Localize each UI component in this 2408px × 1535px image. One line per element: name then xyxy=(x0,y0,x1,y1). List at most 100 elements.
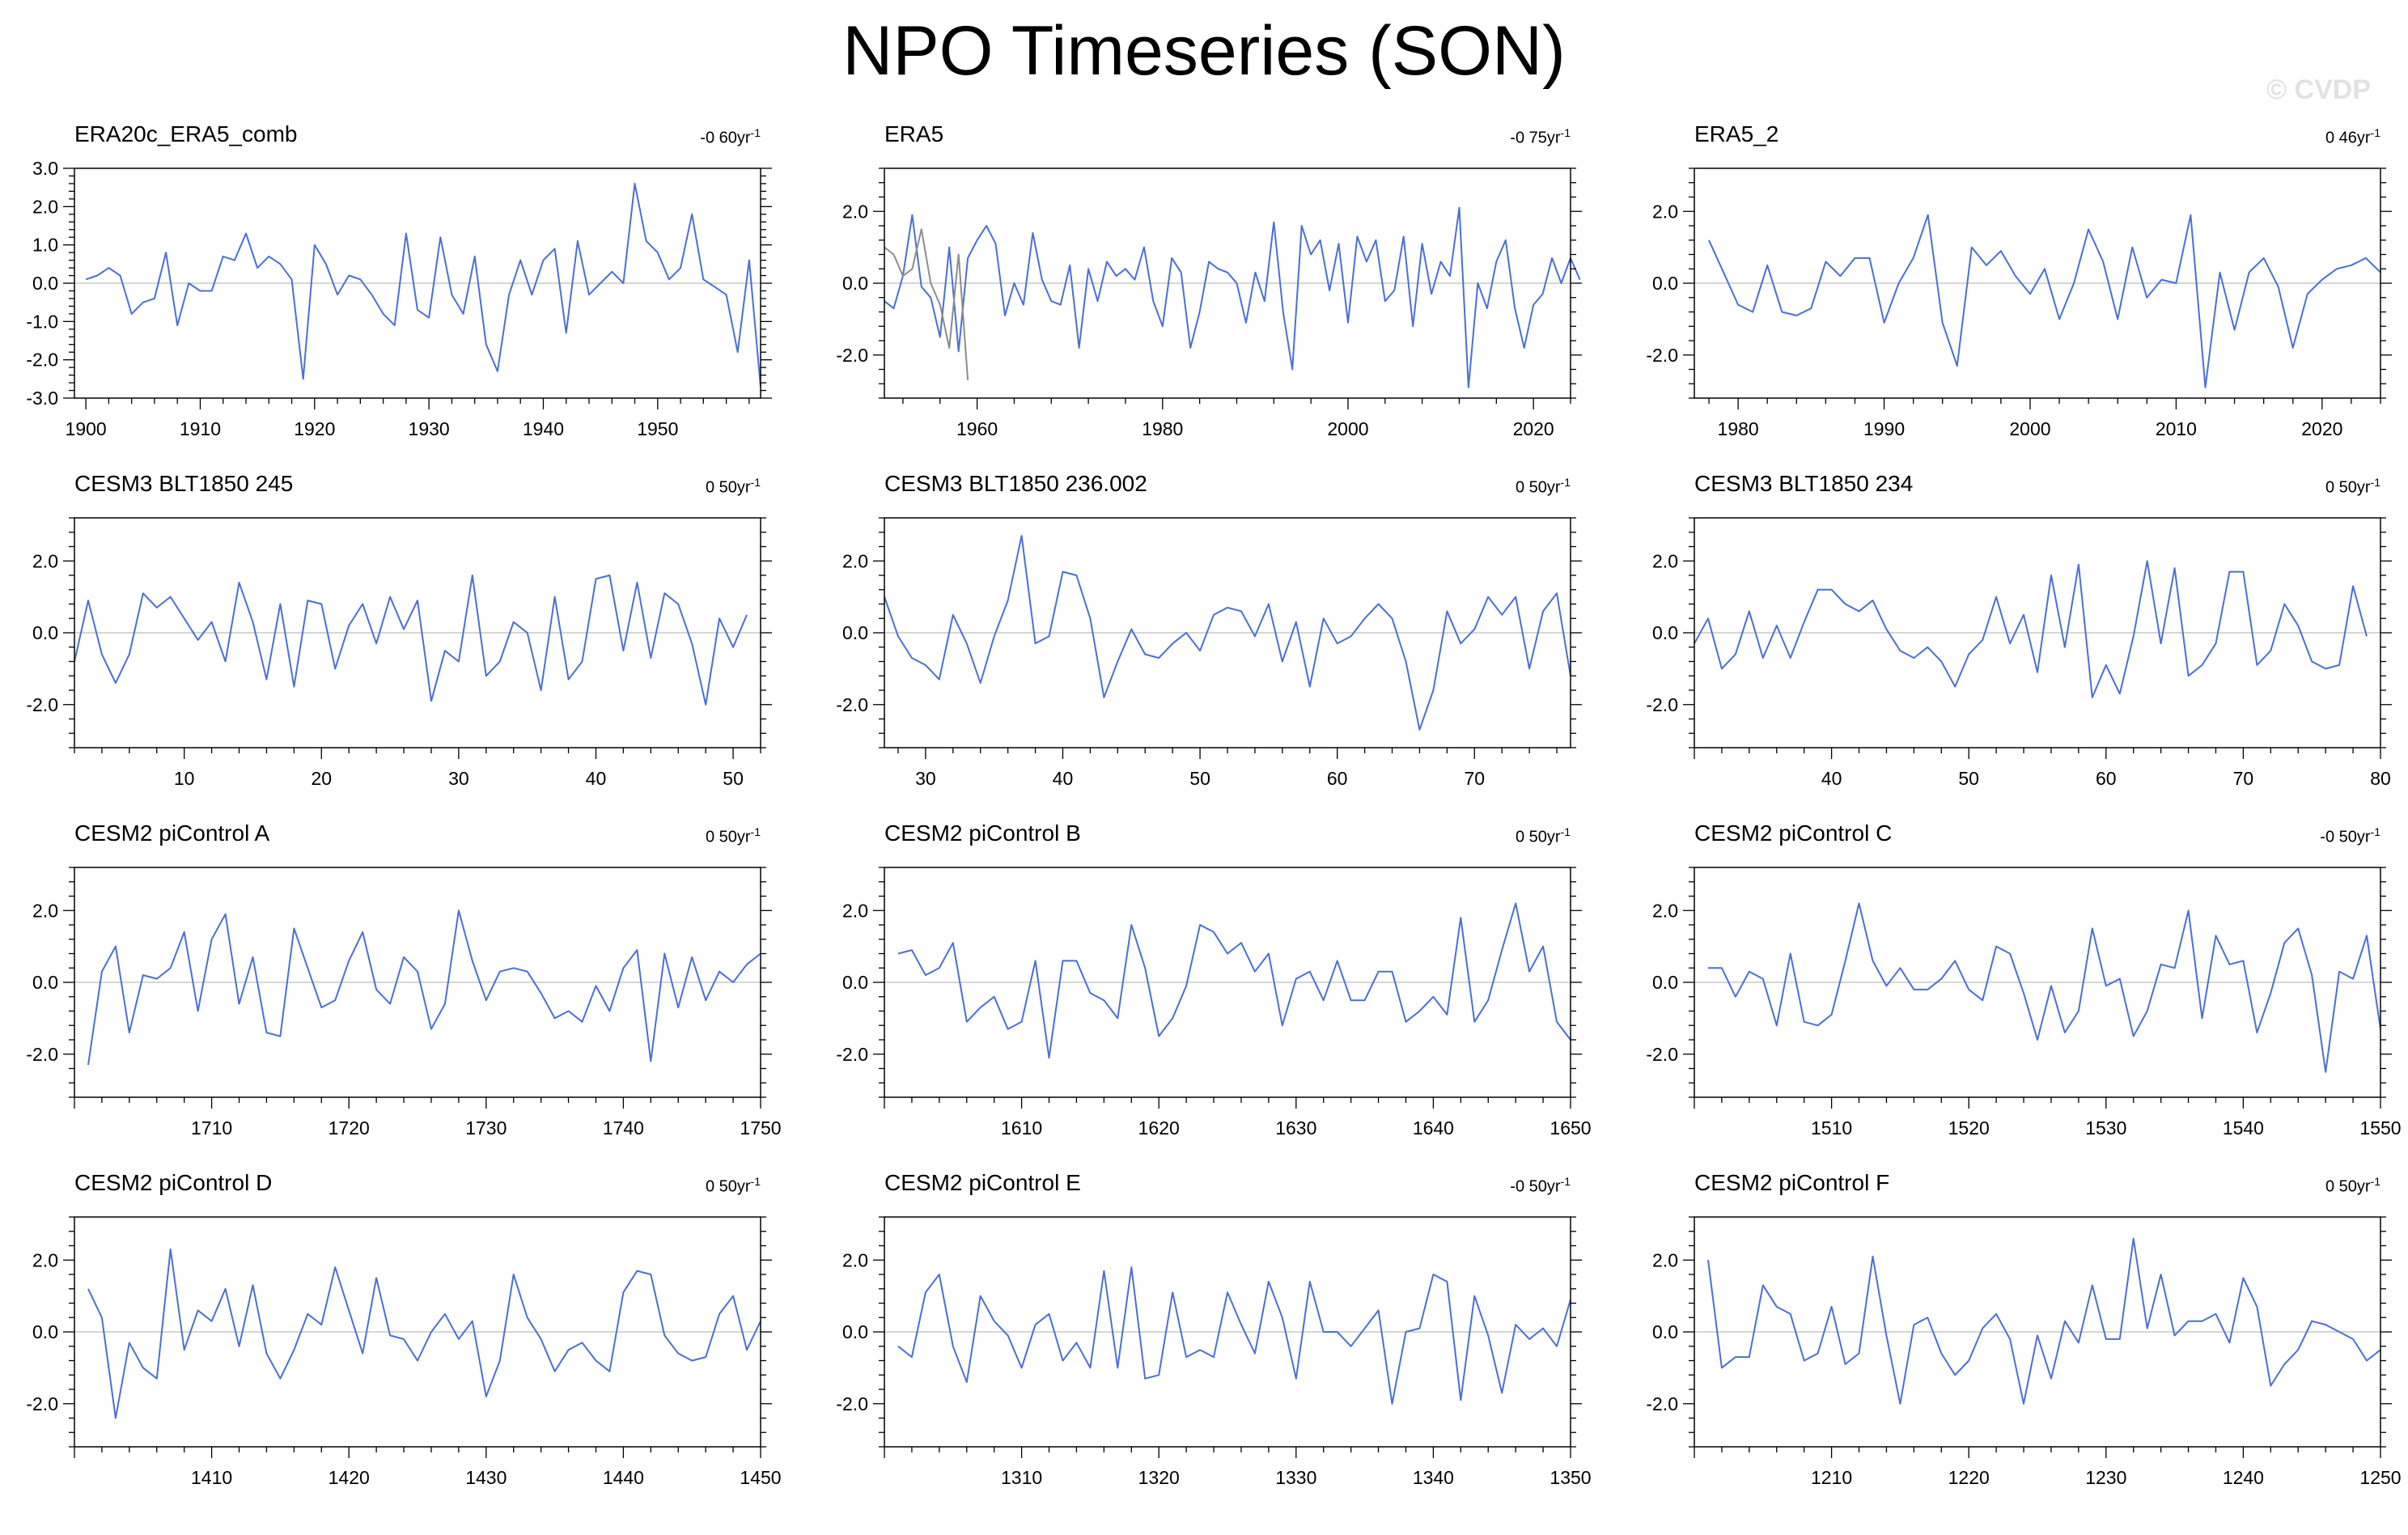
x-tick-label: 70 xyxy=(2233,768,2254,789)
x-tick-label: 1920 xyxy=(294,418,335,439)
y-tick-label: 3.0 xyxy=(32,158,58,179)
panel-chart: -2.00.02.040 50 60 70 80 xyxy=(1620,471,2408,819)
series-line-npo xyxy=(1709,215,2380,388)
x-tick-label: 1940 xyxy=(523,418,564,439)
y-tick-label: 0.0 xyxy=(32,622,58,643)
x-tick-label: 1420 xyxy=(329,1467,370,1488)
y-tick-label: 2.0 xyxy=(1652,201,1678,222)
panel-chart: -3.0 -2.0 -1.0 0.0 1.0 2.0 3.0 1900 1910 1920 1930… xyxy=(0,121,801,469)
y-tick-label: -2.0 xyxy=(26,694,58,715)
x-tick-label: 40 xyxy=(1821,768,1842,789)
x-tick-label: 50 xyxy=(1958,768,1979,789)
y-tick-label: 0.0 xyxy=(842,273,868,294)
x-tick-label: 1720 xyxy=(329,1117,370,1139)
y-tick-label: 2.0 xyxy=(1652,550,1678,571)
x-tick-label: 1520 xyxy=(1948,1117,1990,1139)
y-tick-label: 0.0 xyxy=(32,972,58,993)
series-line-npo xyxy=(88,1249,761,1418)
panel-11: CESM2 piControl E -0 50yr-1 -2.0 0.0 2.0 1310… xyxy=(810,1170,1611,1518)
x-tick-label: 1610 xyxy=(1001,1117,1042,1139)
x-tick-label: 30 xyxy=(915,768,936,789)
x-tick-label: 1910 xyxy=(180,418,221,439)
panel-chart: -2.0 0.0 2.0 1310 1320 1330 1340 1350 xyxy=(810,1170,1611,1518)
x-tick-label: 1990 xyxy=(1863,418,1905,439)
x-tick-label: 1510 xyxy=(1811,1117,1852,1139)
y-tick-label: -2.0 xyxy=(1646,345,1678,366)
y-tick-label: 2.0 xyxy=(842,1249,868,1270)
x-tick-label: 2010 xyxy=(2156,418,2197,439)
y-tick-label: -2.0 xyxy=(836,1044,868,1065)
x-tick-label: 1730 xyxy=(465,1117,507,1139)
x-tick-label: 1630 xyxy=(1275,1117,1316,1139)
panel-12: CESM2 piControl F0 50yr-1 -2.0 0.0 2.0 1210 1… xyxy=(1620,1170,2408,1518)
x-tick-label: 1350 xyxy=(1550,1467,1591,1488)
panel-chart: -2.00.02.01410 1420 1430 1440 1450 xyxy=(0,1170,801,1518)
panel-chart: -2.0 0.0 2.0 1610 1620 1630 1640 1650 xyxy=(810,821,1611,1168)
panel-chart: -2.0 0.0 2.0 1210 1220 1230 1240 1250 xyxy=(1620,1170,2408,1518)
series-line-npo xyxy=(898,903,1571,1058)
panel-5: CESM3 BLT1850 236.002 0 50yr-1 -2.0 0.0 2.0 3… xyxy=(810,471,1611,819)
x-tick-label: 1900 xyxy=(66,418,107,439)
x-tick-label: 2020 xyxy=(1513,418,1554,439)
panel-grid: ERA20c_ERA5_comb -0 60yr-1 -3.0 -2.0 -1.0 0.0… xyxy=(0,0,2408,1535)
panel-1: ERA20c_ERA5_comb -0 60yr-1 -3.0 -2.0 -1.0 0.0… xyxy=(0,121,801,469)
x-tick-label: 1310 xyxy=(1001,1467,1042,1488)
panel-4: CESM3 BLT1850 245 0 50yr-1 -2.0 0.0 2.0 10 20 3… xyxy=(0,471,801,819)
x-tick-label: 1410 xyxy=(191,1467,232,1488)
x-tick-label: 1980 xyxy=(1718,418,1759,439)
panel-2: ERA5 -0 75yr-1 -2.0 0.0 2.0 1960 1980 2000 2020 xyxy=(810,121,1611,469)
x-tick-label: 50 xyxy=(1189,768,1210,789)
y-tick-label: 0.0 xyxy=(842,972,868,993)
y-tick-label: 2.0 xyxy=(32,900,58,921)
y-tick-label: 0.0 xyxy=(1652,972,1678,993)
y-tick-label: 0.0 xyxy=(1652,1321,1678,1342)
x-tick-label: 1450 xyxy=(740,1467,781,1488)
x-tick-label: 1440 xyxy=(603,1467,644,1488)
y-tick-label: 0.0 xyxy=(842,1321,868,1342)
y-tick-label: 0.0 xyxy=(1652,622,1678,643)
panel-3: ERA5_2 0 46yr-1 -2.0 0.0 2.0 1980 1990 2000 2010… xyxy=(1620,121,2408,469)
y-tick-label: -3.0 xyxy=(26,388,58,409)
x-tick-label: 1950 xyxy=(637,418,678,439)
y-tick-label: -2.0 xyxy=(1646,1044,1678,1065)
y-tick-label: -2.0 xyxy=(1646,694,1678,715)
x-tick-label: 20 xyxy=(311,768,332,789)
x-tick-label: 1210 xyxy=(1811,1467,1852,1488)
x-tick-label: 1650 xyxy=(1550,1117,1591,1139)
y-tick-label: 0.0 xyxy=(32,1321,58,1342)
x-tick-label: 1640 xyxy=(1413,1117,1454,1139)
x-tick-label: 1750 xyxy=(740,1117,781,1139)
y-tick-label: 2.0 xyxy=(32,196,58,217)
x-tick-label: 1530 xyxy=(2085,1117,2126,1139)
x-tick-label: 1340 xyxy=(1413,1467,1454,1488)
series-line-npo xyxy=(1694,561,2367,698)
x-tick-label: 40 xyxy=(1053,768,1074,789)
x-tick-label: 1240 xyxy=(2223,1467,2264,1488)
y-tick-label: 2.0 xyxy=(1652,900,1678,921)
y-tick-label: 2.0 xyxy=(1652,1249,1678,1270)
panel-10: CESM2 piControl D0 50yr-1 -2.0 0.0 2.0 1410 1… xyxy=(0,1170,801,1518)
y-tick-label: 2.0 xyxy=(32,550,58,571)
panel-chart: -2.0 0.0 2.0 1960 1980 2000 2020 xyxy=(810,121,1611,469)
series-line-npo xyxy=(88,910,761,1065)
y-tick-label: -2.0 xyxy=(836,345,868,366)
x-tick-label: 2000 xyxy=(2009,418,2050,439)
x-tick-label: 1620 xyxy=(1138,1117,1180,1139)
panel-8: CESM2 piControl B 0 50yr-1 -2.0 0.0 2.0 1610 1… xyxy=(810,821,1611,1168)
y-tick-label: -2.0 xyxy=(1646,1393,1678,1414)
y-tick-label: -2.0 xyxy=(836,694,868,715)
x-tick-label: 70 xyxy=(1464,768,1485,789)
y-tick-label: 1.0 xyxy=(32,235,58,256)
x-tick-label: 1740 xyxy=(603,1117,644,1139)
y-tick-label: -1.0 xyxy=(26,311,58,332)
x-tick-label: 50 xyxy=(723,768,744,789)
x-tick-label: 1230 xyxy=(2085,1467,2126,1488)
series-line-npo xyxy=(1708,903,2380,1072)
y-tick-label: 0.0 xyxy=(842,622,868,643)
y-tick-label: 2.0 xyxy=(32,1249,58,1270)
x-tick-label: 1930 xyxy=(409,418,450,439)
series-line-npo xyxy=(86,184,761,387)
y-tick-label: 2.0 xyxy=(842,900,868,921)
x-tick-label: 1960 xyxy=(956,418,998,439)
x-tick-label: 1980 xyxy=(1142,418,1183,439)
